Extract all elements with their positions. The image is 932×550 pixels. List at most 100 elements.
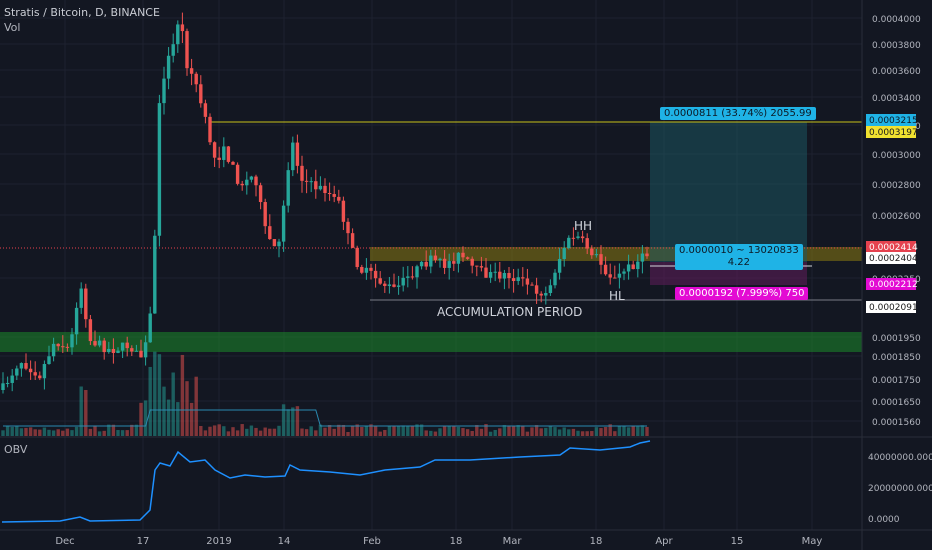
volume-bar: [268, 428, 272, 436]
candle-body: [231, 161, 235, 165]
price-badge-bg: [866, 278, 916, 290]
volume-bar: [194, 376, 198, 436]
time-axis[interactable]: Dec 17 2019 14 Feb 18 Mar 18 Apr 15 May: [55, 536, 822, 547]
candle-body: [410, 276, 415, 278]
volume-bar: [636, 426, 640, 436]
volume-bar: [171, 372, 175, 436]
price-tick-label: 0.0003600: [872, 67, 921, 77]
candle-body: [516, 277, 520, 281]
volume-bar: [557, 429, 562, 436]
time-tick-label: 15: [731, 536, 744, 547]
price-badge-bg: [866, 241, 916, 253]
volume-bar: [300, 428, 304, 436]
candle-body: [539, 293, 543, 296]
candle-body: [28, 368, 33, 373]
volume-bar: [148, 366, 152, 436]
volume-bar: [373, 426, 378, 436]
volume-bar: [162, 386, 166, 436]
volume-bar: [258, 430, 263, 436]
candle-body: [217, 157, 221, 160]
candle-body: [622, 271, 626, 274]
candle-body: [189, 68, 194, 74]
candle-body: [249, 176, 254, 180]
obv-axis[interactable]: 40000000.0000 20000000.0000 0.0000: [868, 453, 932, 525]
volume-bar: [38, 429, 42, 436]
candle-body: [415, 266, 419, 278]
volume-bar: [364, 425, 369, 436]
candle-body: [194, 73, 198, 85]
volume-bar: [452, 425, 456, 436]
volume-bar: [534, 425, 539, 436]
volume-bar: [10, 426, 14, 436]
volume-bar: [291, 407, 295, 436]
volume-bar: [594, 427, 599, 436]
candle-body: [461, 252, 465, 258]
volume-bar: [180, 354, 185, 436]
volume-bar: [185, 381, 189, 436]
obv-line: [1, 440, 651, 523]
volume-bar: [208, 426, 212, 436]
candle-body: [125, 342, 129, 349]
obv-tick-label: 0.0000: [868, 515, 900, 525]
volume-bar: [203, 430, 208, 436]
candle-body: [56, 343, 60, 347]
volume-bar: [120, 430, 125, 436]
volume-bar: [479, 428, 484, 436]
candle-body: [61, 346, 65, 348]
candle-body: [470, 258, 474, 266]
price-badge: 0.0002212: [869, 280, 918, 290]
candle-body: [263, 202, 267, 227]
candle-body: [521, 277, 525, 279]
candle-body: [272, 239, 277, 247]
time-tick-label: 18: [590, 536, 603, 547]
candle-body: [617, 273, 622, 278]
price-axis[interactable]: 0.0004000 0.0003800 0.0003600 0.0003400 0.00…: [872, 15, 921, 428]
volume-bar: [392, 426, 396, 436]
volume-bar: [580, 431, 585, 436]
volume-bar: [226, 431, 231, 436]
volume-bar: [166, 399, 171, 436]
volume-bar: [603, 427, 608, 436]
profit-zone: [650, 122, 807, 262]
candle-body: [309, 181, 313, 183]
candle-body: [277, 241, 281, 247]
price-badge-bg: [866, 252, 916, 264]
price-tick-label: 0.0004000: [872, 15, 921, 25]
hh-annotation: HH: [574, 219, 593, 233]
candle-body: [120, 342, 125, 351]
volume-bar: [585, 431, 589, 436]
volume-bar: [544, 427, 548, 436]
candle-body: [222, 146, 226, 160]
symbol-title[interactable]: Stratis / Bitcoin, D, BINANCE: [4, 6, 160, 19]
volume-bar: [553, 427, 557, 436]
obv-label[interactable]: OBV: [4, 443, 28, 456]
candle-body: [245, 179, 249, 186]
volume-bar: [475, 425, 479, 436]
risk-reward-line2: 4.22: [727, 257, 750, 268]
volume-bar: [24, 427, 28, 436]
volume-bar: [102, 430, 106, 436]
volume-bar: [65, 428, 70, 436]
candle-body: [281, 205, 286, 242]
candle-body: [323, 185, 327, 194]
candle-body: [254, 176, 258, 186]
volume-label[interactable]: Vol: [4, 21, 21, 34]
candle-body: [484, 267, 488, 278]
risk-reward-label: 0.0000010 ~ 13020833 4.22: [675, 244, 803, 270]
volume-bar: [576, 430, 580, 436]
volume-bar: [498, 428, 502, 436]
price-badge-bg: [866, 301, 916, 313]
price-tick-label: 0.0003800: [872, 41, 921, 51]
candle-body: [387, 284, 392, 286]
volume-bar: [599, 428, 603, 436]
volume-bar: [346, 431, 350, 436]
support-zone: [0, 332, 862, 352]
candle-body: [88, 319, 93, 342]
candle-body: [139, 350, 143, 358]
price-badge: 0.0002414: [869, 243, 918, 253]
candle-body: [429, 255, 433, 267]
candle-body: [337, 196, 341, 201]
volume-bar: [199, 425, 203, 436]
candle-body: [636, 261, 640, 270]
